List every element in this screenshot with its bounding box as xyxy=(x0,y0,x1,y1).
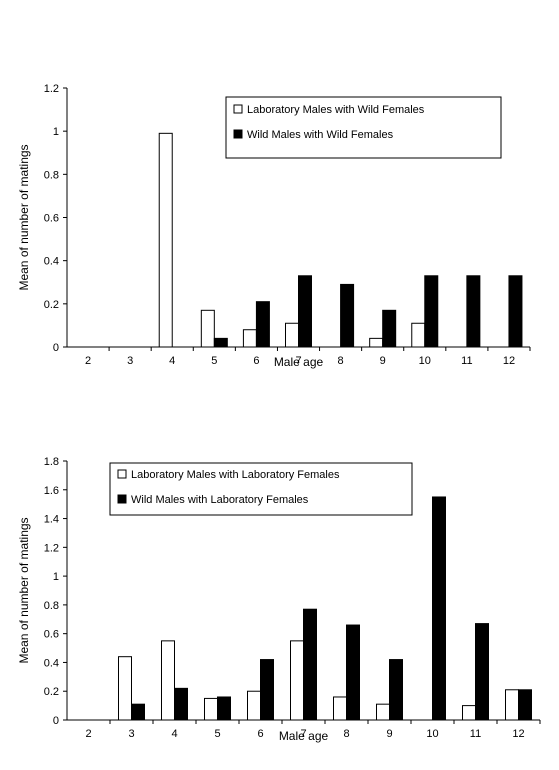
bar-laboratory-age-6 xyxy=(242,329,257,348)
legend-label: Laboratory Males with Laboratory Females xyxy=(131,469,340,481)
y-tick-label: 0 xyxy=(53,342,59,354)
bar-laboratory-age-8 xyxy=(333,696,347,721)
bar-wild-age-8 xyxy=(346,624,360,721)
y-tick-label: 0.2 xyxy=(44,299,59,311)
x-tick-label: 9 xyxy=(386,728,392,740)
bar-laboratory-age-7 xyxy=(285,322,299,348)
x-tick-label: 6 xyxy=(257,728,263,740)
x-tick-label: 7 xyxy=(300,728,306,740)
bar-laboratory-age-9 xyxy=(376,703,390,721)
y-tick-label: 0.4 xyxy=(44,256,59,268)
x-tick-label: 3 xyxy=(127,355,133,367)
y-tick-label: 0.4 xyxy=(44,657,59,669)
x-tick-label: 2 xyxy=(85,355,91,367)
y-tick-label: 0.6 xyxy=(44,213,59,225)
bar-laboratory-age-9 xyxy=(369,337,384,348)
legend-label: Laboratory Males with Wild Females xyxy=(247,104,425,116)
x-tick-label: 7 xyxy=(295,355,301,367)
x-tick-label: 4 xyxy=(171,728,177,740)
bar-wild-age-9 xyxy=(389,659,403,721)
legend-box xyxy=(109,462,413,516)
bar-wild-age-10 xyxy=(432,496,446,721)
x-tick-label: 12 xyxy=(512,728,524,740)
bar-wild-age-3 xyxy=(131,703,145,721)
y-tick-label: 1 xyxy=(53,126,59,138)
x-axis-title: Male age xyxy=(279,729,329,743)
y-tick-label: 1.2 xyxy=(44,83,59,95)
x-tick-label: 6 xyxy=(253,355,259,367)
x-tick-label: 4 xyxy=(169,355,175,367)
legend-swatch xyxy=(117,469,127,479)
y-tick-label: 1.4 xyxy=(44,514,59,526)
y-axis-title: Mean of number of matings xyxy=(17,144,31,290)
bar-laboratory-age-7 xyxy=(290,640,304,721)
x-tick-label: 5 xyxy=(211,355,217,367)
bar-wild-age-8 xyxy=(340,283,355,348)
chart-2: 0 0.2 0.4 0.6 0.8 1 1.2 1.4 1.6 1.8 2 3 4 5 6 7 8 9 10 11 12… xyxy=(17,456,541,743)
bar-wild-age-11 xyxy=(466,275,481,348)
y-tick-label: 1.8 xyxy=(44,456,59,468)
y-tick-label: 0.8 xyxy=(44,169,59,181)
bar-wild-age-12 xyxy=(508,275,523,348)
legend-box xyxy=(225,96,502,159)
x-tick-label: 10 xyxy=(419,355,431,367)
bar-laboratory-age-5 xyxy=(200,309,215,348)
bar-wild-age-6 xyxy=(255,301,270,348)
bar-laboratory-age-4 xyxy=(158,132,173,348)
legend-swatch xyxy=(117,494,127,504)
x-tick-label: 3 xyxy=(128,728,134,740)
bar-laboratory-age-5 xyxy=(204,697,218,721)
bar-laboratory-age-6 xyxy=(247,690,261,721)
bar-wild-age-4 xyxy=(174,687,188,721)
x-axis-title: Male age xyxy=(274,355,324,369)
bar-wild-age-6 xyxy=(260,659,274,721)
y-tick-label: 0.2 xyxy=(44,686,59,698)
bar-laboratory-age-3 xyxy=(118,656,132,721)
bar-laboratory-age-12 xyxy=(505,689,519,721)
bar-wild-age-7 xyxy=(298,275,312,348)
x-tick-label: 8 xyxy=(343,728,349,740)
x-tick-label: 8 xyxy=(338,355,344,367)
x-tick-label: 10 xyxy=(426,728,438,740)
bar-laboratory-age-4 xyxy=(161,640,175,721)
bar-wild-age-9 xyxy=(382,309,397,348)
y-tick-label: 0.6 xyxy=(44,629,59,641)
y-axis-title: Mean of number of matings xyxy=(17,517,31,663)
x-tick-label: 11 xyxy=(470,728,481,740)
legend-swatch xyxy=(233,129,243,139)
y-tick-label: 1.6 xyxy=(44,485,59,497)
x-tick-label: 11 xyxy=(461,355,472,367)
x-tick-label: 12 xyxy=(503,355,515,367)
bar-wild-age-5 xyxy=(217,696,231,721)
bar-wild-age-5 xyxy=(213,337,228,348)
y-tick-label: 0.8 xyxy=(44,600,59,612)
y-tick-label: 0 xyxy=(53,715,59,727)
x-tick-label: 2 xyxy=(85,728,91,740)
legend: Laboratory Males with Laboratory Females… xyxy=(109,462,413,516)
bar-wild-age-11 xyxy=(475,623,489,721)
bar-wild-age-7 xyxy=(303,608,317,721)
y-tick-label: 1 xyxy=(53,571,59,583)
chart-1: 0 0.2 0.4 0.6 0.8 1 1.2 2 3 4 5 6 7 8 9 10 11 12 Male age M… xyxy=(17,83,531,369)
bar-laboratory-age-11 xyxy=(462,705,476,721)
legend-label: Wild Males with Laboratory Females xyxy=(131,494,309,506)
bar-laboratory-age-10 xyxy=(411,322,426,348)
legend: Laboratory Males with Wild Females Wild M… xyxy=(225,96,502,159)
y-tick-label: 1.2 xyxy=(44,542,59,554)
x-tick-label: 9 xyxy=(380,355,386,367)
legend-label: Wild Males with Wild Females xyxy=(247,129,394,141)
legend-swatch xyxy=(233,104,243,114)
bar-wild-age-10 xyxy=(424,275,439,348)
bar-wild-age-12 xyxy=(518,689,532,721)
x-tick-label: 5 xyxy=(214,728,220,740)
